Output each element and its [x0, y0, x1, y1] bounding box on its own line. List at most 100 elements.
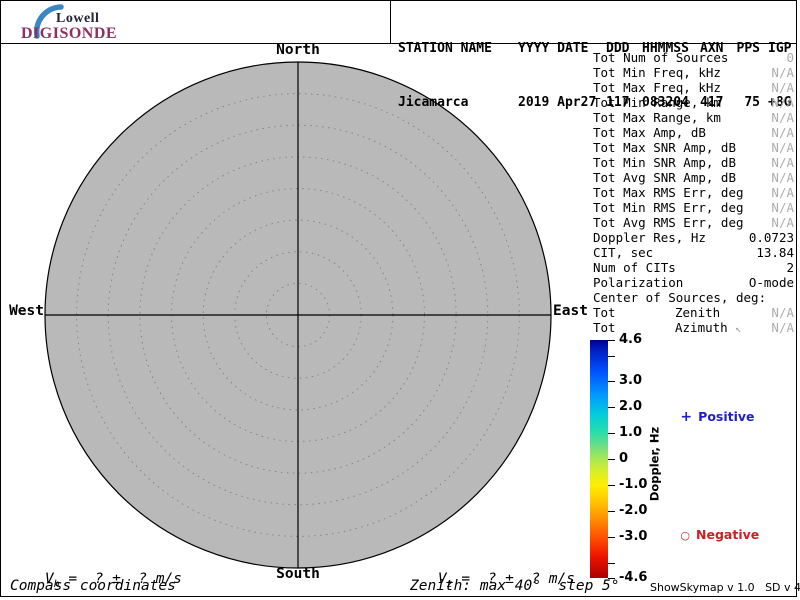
stats-row: Tot Avg RMS Err, deg N/A [593, 215, 794, 230]
stat-label: Tot Max Freq, kHz [593, 80, 721, 95]
stat-label: Center of Sources, deg: [593, 290, 767, 305]
legend-positive: + Positive [663, 394, 754, 440]
stat-label: Tot Avg SNR Amp, dB [593, 170, 736, 185]
header-col-value: 083204 [642, 95, 689, 110]
vertical-velocity-readout: Vz = ? ± ? m/s [403, 555, 575, 600]
header-col-label: STATION NAME [398, 41, 492, 56]
stats-row: Tot Avg SNR Amp, dB N/A [593, 170, 794, 185]
stat-label: Tot Avg RMS Err, deg [593, 215, 744, 230]
stats-row: Num of CITs 2 [593, 260, 794, 275]
stat-sublabel: Azimuth ↖ [675, 320, 742, 335]
stat-label: Tot Max Range, km [593, 110, 721, 125]
stat-value: N/A [771, 110, 794, 125]
colorbar-tick-label: -3.0 [619, 528, 648, 544]
compass-label-south: South [276, 566, 320, 582]
stat-label: CIT, sec [593, 245, 654, 260]
stat-value: 0 [786, 50, 794, 65]
stat-sublabel: Zenith [675, 305, 721, 320]
stat-label: Tot Max RMS Err, deg [593, 185, 744, 200]
colorbar-tick-label: 1.0 [619, 425, 643, 441]
colorbar-gradient [590, 340, 608, 578]
stats-row: Tot Min Freq, kHz N/A [593, 65, 794, 80]
stat-value: O-mode [748, 275, 794, 290]
vz-value: = ? ± ? m/s [452, 571, 575, 587]
stats-row: Tot Min SNR Amp, dB N/A [593, 155, 794, 170]
vz-subscript: z [446, 578, 453, 590]
stats-row: CIT, sec 13.84 [593, 245, 794, 260]
circle-marker-icon: ○ [680, 529, 691, 542]
colorbar-tick-label: 4.6 [619, 332, 643, 348]
stat-label: Tot [593, 320, 616, 335]
stats-row: Tot Max Freq, kHz N/A [593, 80, 794, 95]
stat-value: N/A [771, 125, 794, 140]
header-col-label: PPS [736, 41, 760, 56]
colorbar-tick-label: 0 [619, 451, 629, 467]
stat-value: N/A [771, 80, 794, 95]
stat-label: Tot Min Range, km [593, 95, 721, 110]
colorbar-tick [608, 381, 615, 383]
stat-value: N/A [771, 305, 794, 320]
colorbar-tick [608, 433, 615, 435]
azimuth-arrow-icon: ↖ [735, 324, 742, 335]
version-label: ShowSkymap v 1.0 SD v 4.2 [650, 581, 800, 594]
legend-negative: ○ Negative [663, 512, 759, 557]
header-divider [0, 43, 797, 44]
colorbar-tick [608, 407, 615, 409]
zenith-range-label: Zenith: max 40° step 5° [410, 578, 620, 594]
header-col-label: HHMMSS [642, 41, 689, 56]
colorbar-tick-label: 3.0 [619, 373, 643, 389]
vh-subscript: h [53, 578, 60, 590]
logo-divider [390, 0, 391, 43]
stat-value: N/A [771, 185, 794, 200]
stat-value: N/A [771, 215, 794, 230]
stat-value: 2 [786, 260, 794, 275]
header-col-label: AXN [700, 41, 724, 56]
header-col-value: 417 [700, 95, 724, 110]
colorbar-tick [608, 536, 615, 538]
stat-value: 13.84 [756, 245, 794, 260]
header-labels: STATION NAME YYYY DATE DDD HHMMSS AXN PPS IGP [398, 40, 794, 58]
header-col-label: IGP [768, 41, 792, 56]
stat-label: Polarization [593, 275, 684, 290]
colorbar-tick [608, 355, 615, 357]
compass-label-east: East [553, 303, 588, 319]
colorbar-tick [608, 510, 615, 512]
stat-value: N/A [771, 65, 794, 80]
plus-marker-icon: + [680, 409, 693, 425]
lowell-digisonde-logo: Lowell DIGISONDE [8, 2, 238, 42]
stat-value: N/A [771, 170, 794, 185]
coordinates-mode-label: Compass coordinates [10, 578, 176, 594]
horizontal-velocity-readout: Vh = ? ± ? m/s [10, 555, 182, 600]
colorbar-tick-label: -4.6 [619, 570, 648, 586]
colorbar-tick [608, 484, 615, 486]
stats-row: Tot Azimuth ↖ N/A [593, 320, 794, 335]
header-col-value: 75 [744, 95, 760, 110]
stat-label: Tot Min SNR Amp, dB [593, 155, 736, 170]
legend-negative-label: Negative [696, 527, 760, 542]
stat-value: 0.0723 [748, 230, 794, 245]
header-col-value: 2019 Apr27 [518, 95, 597, 110]
header-values: Jicamarca 2019 Apr27 117 083204 417 75 +8G [398, 94, 794, 112]
stat-label: Tot Min Freq, kHz [593, 65, 721, 80]
stat-value: N/A [771, 320, 794, 335]
vz-symbol: V [437, 571, 447, 587]
stat-label: Tot Max Amp, dB [593, 125, 706, 140]
stats-row: Tot Max SNR Amp, dB N/A [593, 140, 794, 155]
stat-value: N/A [771, 140, 794, 155]
stat-label: Num of CITs [593, 260, 676, 275]
stat-label: Tot Num of Sources [593, 50, 729, 65]
header-col-value: 117 [606, 95, 630, 110]
header-col-label: YYYY DATE [518, 41, 589, 56]
colorbar-tick-label: 2.0 [619, 399, 643, 415]
crescent-icon [33, 4, 64, 39]
colorbar-tick-label: -1.0 [619, 477, 648, 493]
colorbar-ticks: 4.6 3.0 2.0 1.0 0 -1.0 -2.0 -3.0 -4.6 [608, 332, 668, 585]
header-table: STATION NAME YYYY DATE DDD HHMMSS AXN PPS IGP … [398, 4, 794, 148]
header-col-label: DDD [606, 41, 630, 56]
logo-text-digisonde: DIGISONDE [21, 25, 118, 42]
colorbar-tick [608, 578, 615, 579]
compass-label-north: North [276, 42, 320, 58]
stats-panel: Tot Num of Sources 0 Tot Min Freq, kHz N/A T… [593, 50, 794, 335]
